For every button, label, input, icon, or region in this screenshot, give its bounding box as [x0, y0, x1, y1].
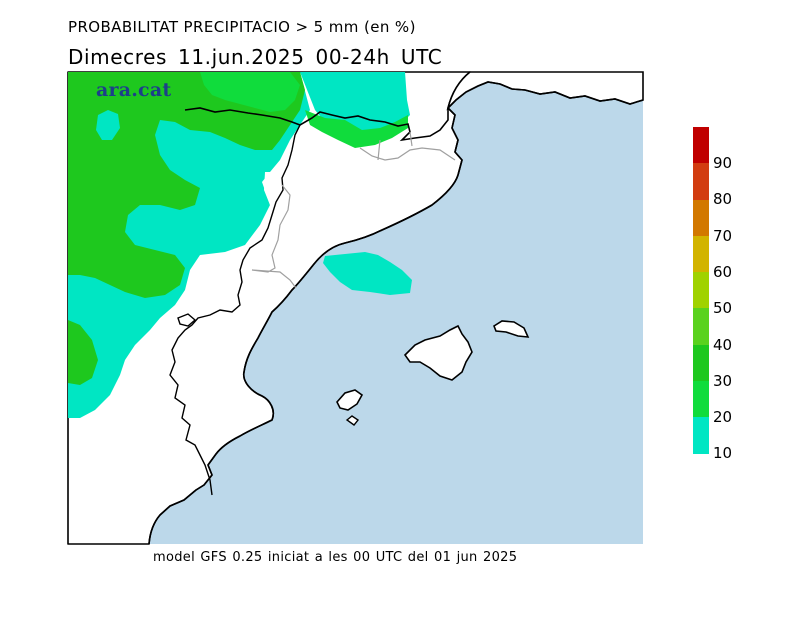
ebro-delta — [177, 313, 197, 327]
northern-coastline — [447, 81, 644, 109]
legend-label-40: 40 — [713, 336, 733, 354]
prob-20-region-ne — [305, 110, 408, 148]
legend-label-10: 10 — [713, 444, 733, 462]
legend-swatch-50 — [693, 272, 709, 309]
prob-10-region-east — [300, 72, 410, 145]
map-title: PROBABILITAT PRECIPITACIO > 5 mm (en %) — [68, 18, 416, 36]
prob-20-region — [68, 72, 305, 298]
prob-20-region-sw — [68, 320, 98, 385]
prob-30-region — [200, 72, 300, 112]
legend-swatch-60 — [693, 235, 709, 273]
mallorca-island — [403, 324, 473, 381]
legend-swatch-20 — [693, 381, 709, 418]
legend-label-20: 20 — [713, 408, 733, 426]
probability-legend — [693, 127, 709, 454]
legend-label-30: 30 — [713, 372, 733, 390]
legend-label-70: 70 — [713, 227, 733, 245]
legend-swatch-40 — [693, 308, 709, 345]
legend-swatch-30 — [693, 344, 709, 382]
coastline — [148, 107, 463, 545]
legend-swatch-10 — [693, 417, 709, 454]
legend-label-50: 50 — [713, 299, 733, 317]
formentera-island — [345, 415, 360, 426]
ara-cat-logo: ara.cat — [96, 79, 172, 101]
province-borders — [251, 131, 456, 289]
legend-label-90: 90 — [713, 154, 733, 172]
legend-swatch-90 — [693, 127, 709, 164]
menorca-island — [493, 320, 530, 338]
pyrenees-border — [184, 107, 449, 142]
legend-label-60: 60 — [713, 263, 733, 281]
legend-label-80: 80 — [713, 190, 733, 208]
forecast-date: Dimecres 11.jun.2025 00-24h UTC — [68, 45, 443, 69]
legend-swatch-70 — [693, 199, 709, 236]
prob-10-hole-1 — [96, 110, 120, 140]
prob-10-region-sea — [323, 252, 412, 295]
model-info: model GFS 0.25 iniciat a les 00 UTC del … — [153, 550, 518, 565]
ibiza-island — [336, 389, 364, 411]
internal-border — [169, 124, 301, 496]
legend-swatch-80 — [693, 163, 709, 200]
